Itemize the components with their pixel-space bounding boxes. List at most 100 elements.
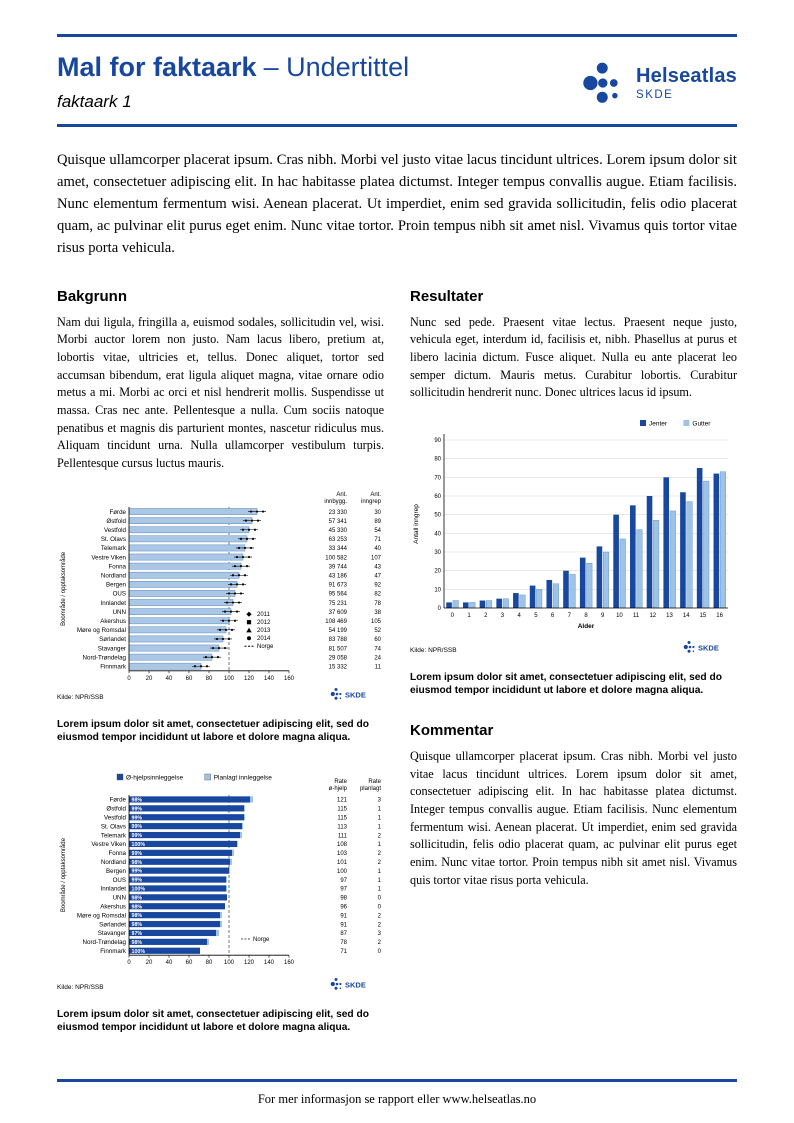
svg-text:60: 60 (186, 676, 193, 682)
svg-text:99%: 99% (132, 833, 143, 839)
svg-text:4: 4 (518, 613, 522, 619)
svg-text:10: 10 (434, 587, 441, 593)
svg-text:98: 98 (340, 895, 347, 901)
svg-text:63 253: 63 253 (329, 537, 348, 543)
svg-text:0: 0 (378, 949, 382, 955)
svg-text:100%: 100% (132, 886, 146, 892)
svg-text:2: 2 (378, 860, 382, 866)
svg-text:Ø-hjelpsinnleggelse: Ø-hjelpsinnleggelse (126, 774, 183, 781)
svg-text:54: 54 (374, 528, 381, 534)
svg-text:innbygg.: innbygg. (324, 499, 347, 505)
svg-text:Planlagt innleggelse: Planlagt innleggelse (214, 774, 273, 781)
svg-text:Stavanger: Stavanger (98, 930, 126, 937)
svg-text:120: 120 (244, 676, 255, 682)
svg-text:40: 40 (434, 531, 441, 537)
svg-text:Gutter: Gutter (692, 420, 711, 427)
svg-text:38: 38 (374, 610, 381, 616)
svg-text:140: 140 (264, 676, 275, 682)
svg-text:Stavanger: Stavanger (98, 645, 126, 652)
svg-text:2012: 2012 (257, 620, 271, 626)
svg-text:8: 8 (584, 613, 588, 619)
svg-text:1: 1 (378, 886, 382, 892)
svg-text:SKDE: SKDE (345, 690, 366, 699)
section-heading-kommentar: Kommentar (410, 721, 494, 739)
svg-text:98%: 98% (132, 939, 143, 945)
svg-text:98%: 98% (132, 895, 143, 901)
chart-admission-types-by-region: Ø-hjelpsinnleggelse Planlagt innleggelse R… (57, 771, 384, 998)
svg-text:0: 0 (127, 960, 131, 966)
svg-text:Finnmark: Finnmark (100, 663, 127, 670)
svg-text:St. Olavs: St. Olavs (101, 823, 126, 830)
svg-text:15 332: 15 332 (329, 664, 348, 670)
svg-text:115: 115 (337, 806, 347, 812)
svg-text:100: 100 (224, 676, 235, 682)
svg-text:107: 107 (371, 555, 382, 561)
svg-text:Ant.: Ant. (336, 492, 347, 498)
bakgrunn-paragraph: Nam dui ligula, fringilla a, euismod sod… (57, 314, 384, 471)
svg-text:87: 87 (340, 931, 347, 937)
svg-text:1: 1 (467, 613, 471, 619)
svg-text:30: 30 (434, 550, 441, 556)
chart-age-gender-distribution: 0 10 20 30 40 50 60 70 80 90 0 1 2 3 4 5 6 7 8 9 10 11 12 13 14 1… (410, 416, 737, 661)
svg-text:Bergen: Bergen (106, 581, 127, 588)
svg-text:160: 160 (284, 676, 295, 682)
svg-text:113: 113 (337, 824, 347, 830)
logo-org: SKDE (636, 89, 674, 101)
svg-text:Vestfold: Vestfold (104, 527, 127, 534)
svg-text:20: 20 (434, 569, 441, 575)
svg-text:2013: 2013 (257, 628, 271, 634)
title-main: Mal for faktaark (57, 52, 257, 82)
svg-text:40: 40 (166, 676, 173, 682)
svg-text:2: 2 (484, 613, 488, 619)
svg-text:1: 1 (378, 806, 382, 812)
svg-text:Sørlandet: Sørlandet (99, 921, 126, 928)
svg-text:98%: 98% (132, 904, 143, 910)
svg-text:planlagt: planlagt (360, 786, 381, 792)
svg-text:78: 78 (374, 600, 381, 606)
svg-text:98%: 98% (132, 922, 143, 928)
svg-text:Førde: Førde (109, 796, 126, 803)
svg-text:Boområde / opptaksområde: Boområde / opptaksområde (60, 551, 67, 626)
svg-text:111: 111 (338, 833, 348, 839)
svg-text:Nordland: Nordland (101, 859, 127, 866)
header-rule (57, 123, 737, 127)
svg-text:100: 100 (224, 960, 235, 966)
svg-text:Vestre Viken: Vestre Viken (91, 554, 126, 561)
svg-text:Akershus: Akershus (100, 618, 126, 625)
svg-text:2011: 2011 (257, 612, 271, 618)
svg-text:108 469: 108 469 (325, 619, 347, 625)
svg-text:74: 74 (374, 646, 381, 652)
svg-text:2014: 2014 (257, 636, 271, 642)
svg-text:12: 12 (649, 613, 656, 619)
left-column: Bakgrunn Nam dui ligula, fringilla a, eu… (57, 288, 384, 1035)
svg-text:13: 13 (666, 613, 673, 619)
svg-text:50: 50 (434, 513, 441, 519)
page-footer: For mer informasjon se rapport eller www… (57, 1079, 737, 1107)
svg-text:89: 89 (374, 519, 381, 525)
svg-text:23 330: 23 330 (329, 509, 348, 515)
svg-text:40: 40 (374, 546, 381, 552)
svg-text:20: 20 (146, 960, 153, 966)
svg-text:2: 2 (378, 922, 382, 928)
svg-text:54 199: 54 199 (329, 628, 348, 634)
svg-text:99%: 99% (132, 868, 143, 874)
svg-text:11: 11 (633, 613, 640, 619)
svg-text:98%: 98% (132, 797, 143, 803)
svg-text:7: 7 (568, 613, 572, 619)
svg-text:Nord-Trøndelag: Nord-Trøndelag (83, 654, 127, 661)
section-heading-bakgrunn: Bakgrunn (57, 287, 128, 305)
svg-text:0: 0 (378, 895, 382, 901)
svg-text:108: 108 (337, 842, 348, 848)
intro-paragraph: Quisque ullamcorper placerat ipsum. Cras… (57, 151, 737, 257)
svg-text:2: 2 (378, 833, 382, 839)
page-title: Mal for faktaark – Undertittel (57, 52, 409, 83)
svg-text:80: 80 (434, 457, 441, 463)
svg-text:47: 47 (374, 573, 381, 579)
svg-text:29 058: 29 058 (329, 655, 348, 661)
svg-text:Fonna: Fonna (108, 563, 126, 570)
svg-text:1: 1 (378, 815, 382, 821)
header-titles: Mal for faktaark – Undertittel faktaark 1 (57, 52, 409, 112)
svg-text:Finnmark: Finnmark (100, 948, 127, 955)
svg-text:6: 6 (551, 613, 555, 619)
svg-text:St. Olavs: St. Olavs (101, 536, 126, 543)
